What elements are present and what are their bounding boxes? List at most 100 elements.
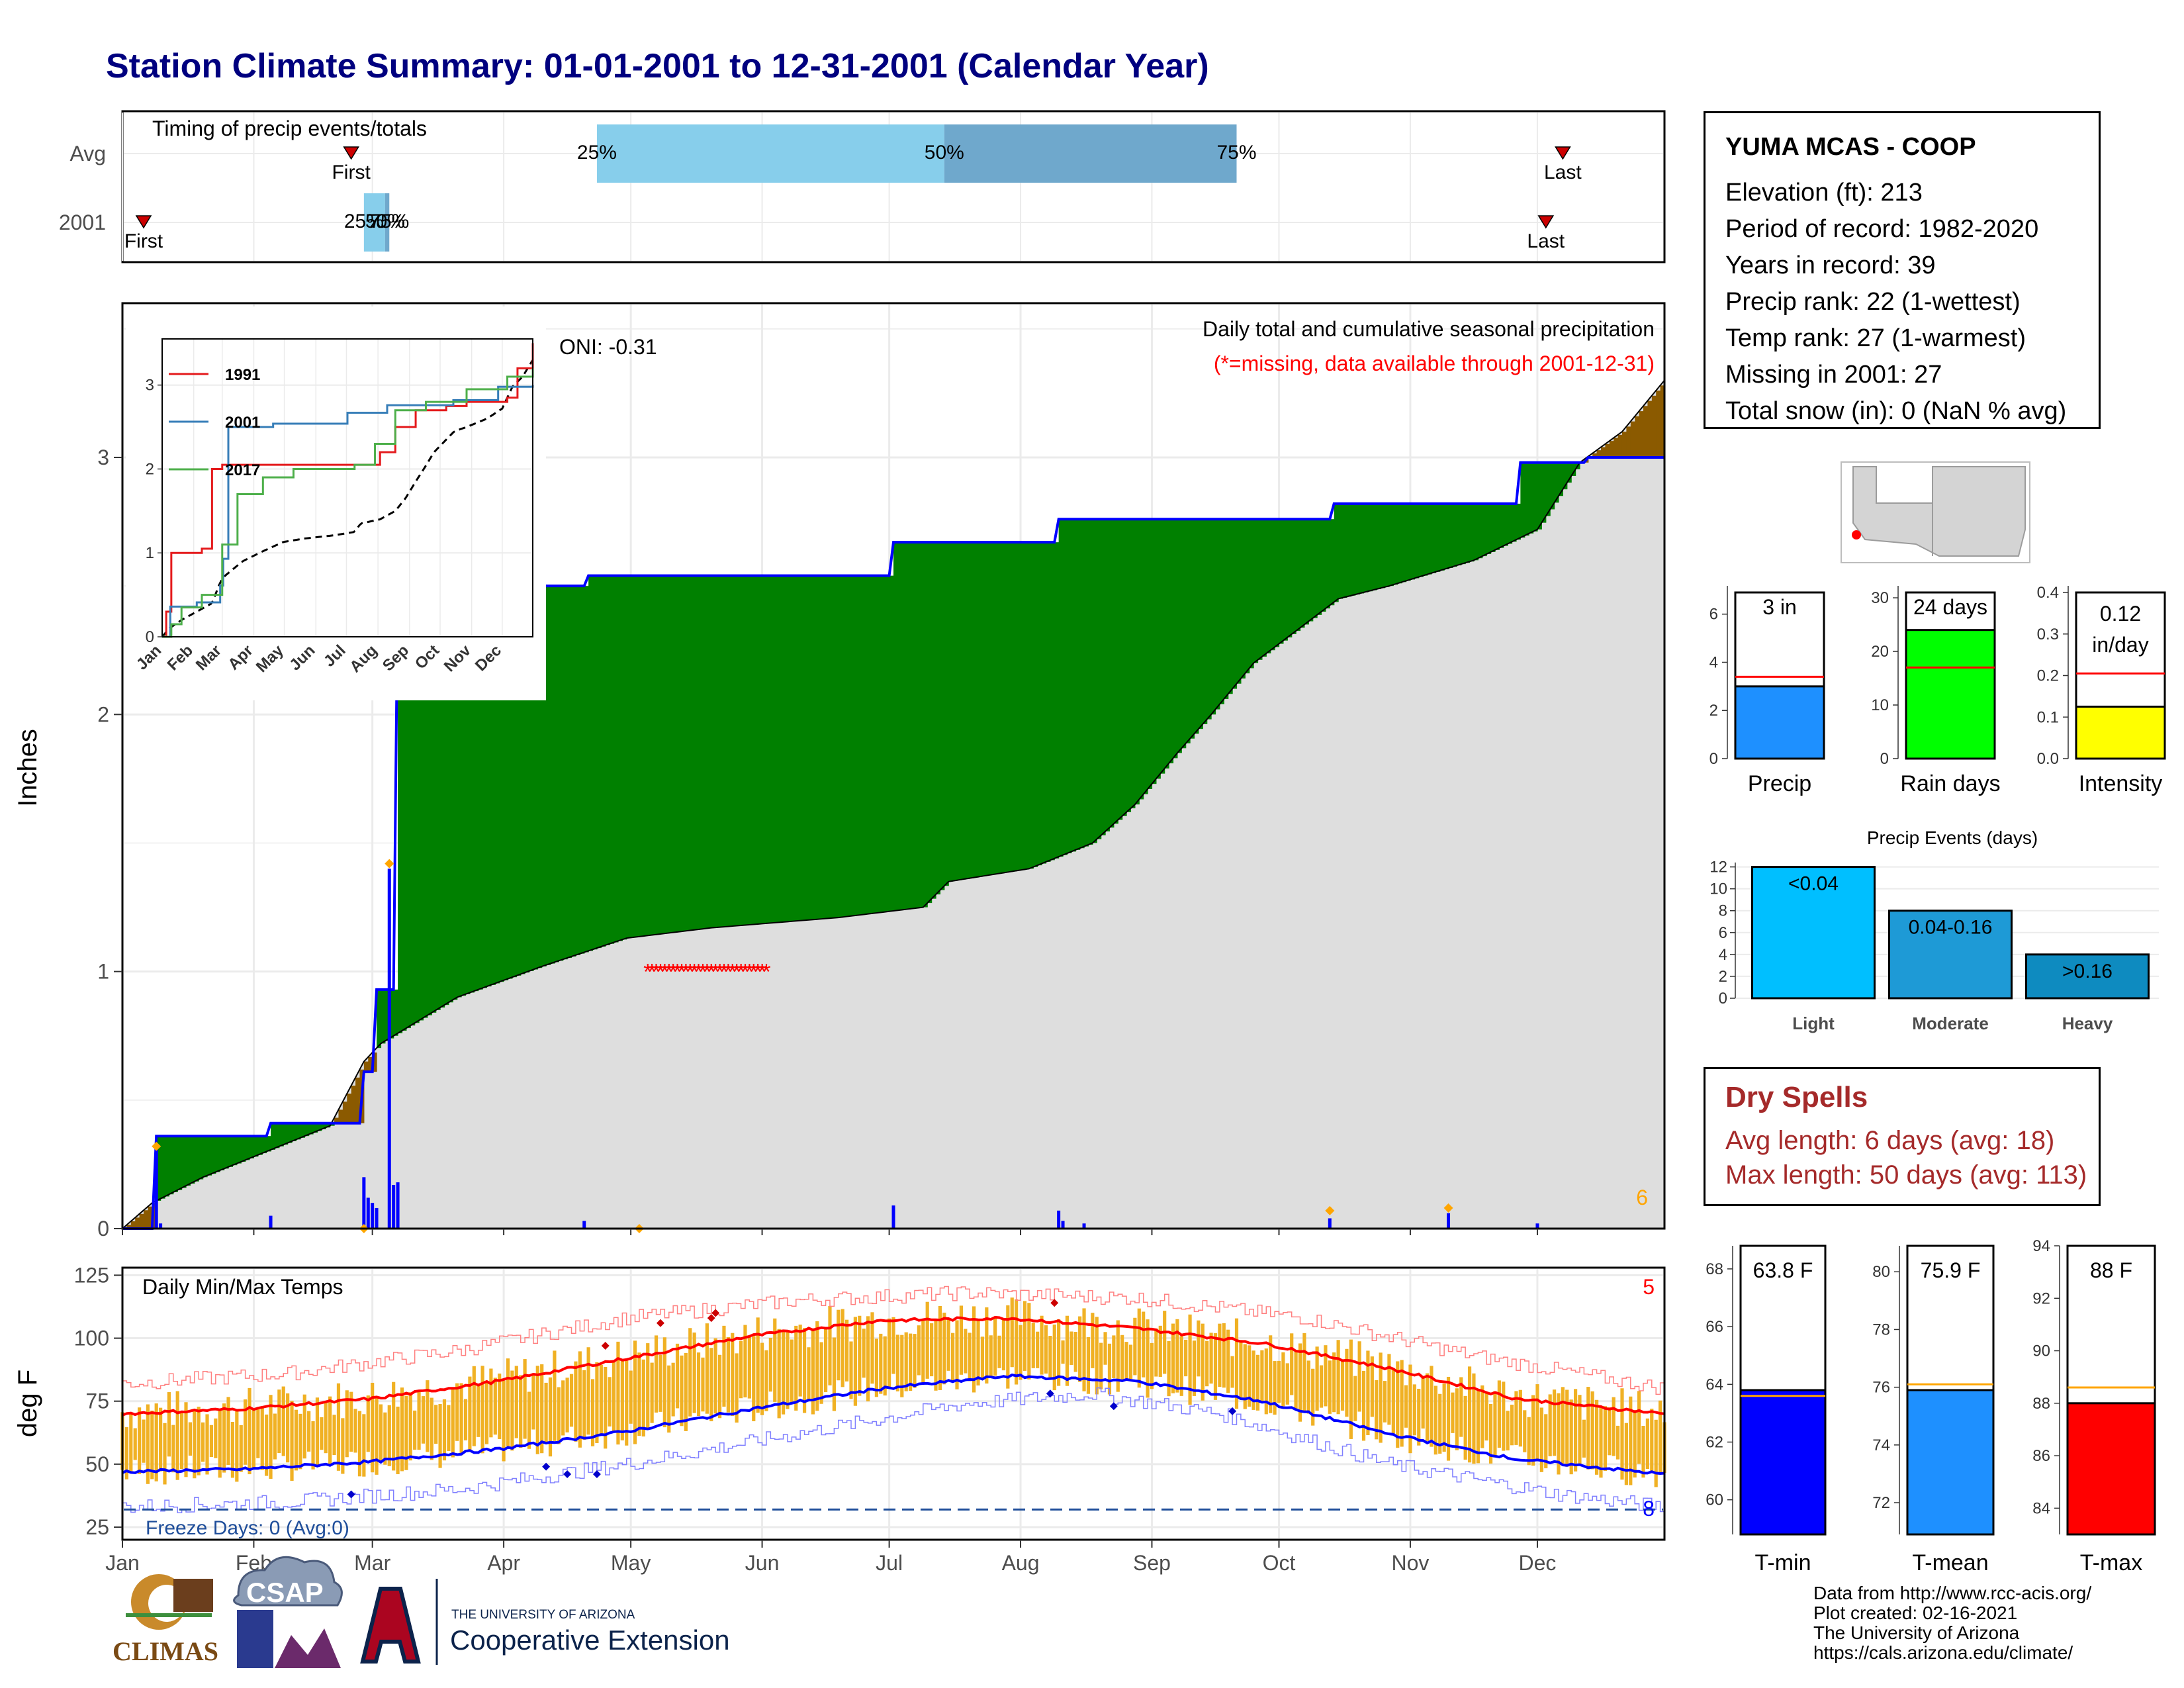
- events-category-label: Light: [1792, 1013, 1835, 1033]
- precip-deficit-slice: [135, 1217, 140, 1229]
- precip-surplus-slice: [901, 542, 907, 910]
- precip-deficit-slice: [1600, 447, 1606, 457]
- precip-surplus-slice: [1067, 519, 1072, 854]
- precip-surplus-slice: [715, 575, 721, 928]
- daily-temp-bar: [1324, 1345, 1328, 1407]
- daily-temp-bar: [1608, 1407, 1612, 1456]
- precip-deficit-slice: [338, 1109, 343, 1123]
- precip-deficit-slice: [372, 1052, 377, 1072]
- missing-day-marker: *: [703, 960, 711, 985]
- precip-surplus-slice: [190, 1136, 195, 1184]
- university-arizona-logo: THE UNIVERSITY OF ARIZONA Cooperative Ex…: [360, 1579, 730, 1665]
- precip-surplus-slice: [944, 542, 949, 886]
- daily-temp-bar: [1281, 1352, 1285, 1407]
- temp-summary-ytick-label: 90: [2032, 1342, 2050, 1360]
- daily-temp-bar: [214, 1418, 218, 1458]
- daily-precip-bar: [891, 1205, 895, 1229]
- precip-surplus-slice: [1152, 519, 1157, 784]
- daily-temp-bar: [1421, 1377, 1425, 1429]
- precip-surplus-slice: [300, 1123, 305, 1138]
- precip-surplus-slice: [499, 586, 504, 982]
- timing-2001-p25-label: 25%: [344, 211, 384, 232]
- precip-surplus-slice: [842, 575, 848, 917]
- daily-temp-bar: [175, 1391, 179, 1480]
- precip-surplus-slice: [228, 1136, 234, 1167]
- precip-avg-area: [122, 380, 1664, 1229]
- daily-temp-bar: [307, 1411, 311, 1452]
- precip-surplus-slice: [588, 575, 594, 951]
- precip-surplus-slice: [1156, 519, 1161, 779]
- precip-surplus-slice: [1028, 542, 1034, 869]
- daily-temp-bar: [171, 1425, 175, 1473]
- daily-temp-bar: [535, 1366, 539, 1454]
- precip-surplus-slice: [546, 586, 551, 965]
- daily-temp-bar: [324, 1402, 328, 1454]
- daily-temp-bar: [1527, 1417, 1531, 1466]
- temp-summary-ytick-label: 64: [1706, 1376, 1723, 1393]
- daily-temp-bar: [650, 1362, 654, 1423]
- precip-surplus-slice: [656, 575, 661, 935]
- precip-surplus-slice: [457, 586, 462, 998]
- station-precip-rank: Precip rank: 22 (1-wettest): [1725, 288, 2021, 316]
- precip-deficit-slice: [355, 1077, 361, 1123]
- timing-avg-p50-label: 50%: [925, 142, 964, 164]
- daily-temp-bar: [747, 1336, 751, 1399]
- daily-temp-bar: [1650, 1409, 1654, 1474]
- daily-temp-bar: [1557, 1393, 1561, 1475]
- temp-summary-chart-2: 84 86 88 90 92 94 88 F T-max: [2032, 1237, 2156, 1575]
- daily-precip-bar: [396, 1182, 400, 1229]
- temp-summary-ytick-label: 94: [2032, 1237, 2050, 1255]
- daily-precip-bar: [362, 1177, 366, 1229]
- daily-temp-bar: [1658, 1400, 1662, 1474]
- precip-surplus-slice: [1249, 519, 1254, 669]
- precip-surplus-slice: [584, 586, 589, 953]
- precip-deficit-slice: [342, 1102, 347, 1123]
- daily-temp-bar: [1336, 1340, 1340, 1415]
- precip-surplus-slice: [664, 575, 670, 934]
- daily-temp-bar: [1569, 1399, 1573, 1475]
- precip-surplus-slice: [1194, 519, 1199, 734]
- precip-surplus-slice: [308, 1123, 314, 1135]
- record-low-marker: [1228, 1407, 1237, 1415]
- precip-surplus-slice: [610, 575, 615, 944]
- record-low-marker: [347, 1490, 355, 1499]
- events-ytick-label: 10: [1709, 880, 1727, 898]
- precip-surplus-slice: [529, 586, 534, 971]
- precip-surplus-slice: [414, 586, 420, 1023]
- precip-surplus-slice: [1300, 519, 1305, 628]
- daily-temp-bar: [671, 1362, 675, 1417]
- precip-surplus-slice: [525, 586, 530, 973]
- daily-temp-bar: [773, 1318, 777, 1402]
- precip-surplus-slice: [419, 586, 424, 1021]
- events-ytick-label: 4: [1719, 946, 1727, 964]
- precip-surplus-slice: [1321, 519, 1326, 612]
- dry-spells-max: Max length: 50 days (avg: 113): [1725, 1160, 2087, 1190]
- precip-surplus-slice: [1376, 503, 1381, 590]
- summary-category-label: Precip: [1748, 771, 1811, 796]
- precip-surplus-slice: [448, 586, 453, 1003]
- precip-surplus-slice: [398, 586, 403, 1033]
- daily-temp-bar: [951, 1333, 955, 1382]
- daily-temp-bar: [387, 1405, 391, 1466]
- precip-surplus-slice: [257, 1136, 263, 1155]
- precip-ytick-label: 0: [97, 1217, 109, 1241]
- daily-temp-bar: [468, 1376, 472, 1452]
- precip-deficit-slice: [148, 1206, 153, 1229]
- events-bar-label: >0.16: [2062, 961, 2113, 982]
- daily-temp-bar: [1103, 1332, 1107, 1365]
- daily-temp-bar: [590, 1379, 595, 1446]
- timing-2001-last-marker: [1537, 215, 1555, 229]
- precip-surplus-slice: [1478, 503, 1483, 559]
- daily-temp-bar: [1387, 1354, 1391, 1425]
- daily-temp-bar: [891, 1317, 895, 1374]
- daily-temp-bar: [1019, 1325, 1023, 1380]
- daily-temp-bar: [1370, 1356, 1374, 1417]
- daily-temp-bar: [362, 1414, 366, 1477]
- station-name: YUMA MCAS - COOP: [1725, 133, 1976, 161]
- missing-day-marker: *: [707, 960, 715, 985]
- daily-temp-bar: [900, 1335, 904, 1397]
- precip-surplus-slice: [1164, 519, 1169, 769]
- daily-temp-bar: [828, 1305, 832, 1385]
- daily-temp-bar: [430, 1397, 433, 1460]
